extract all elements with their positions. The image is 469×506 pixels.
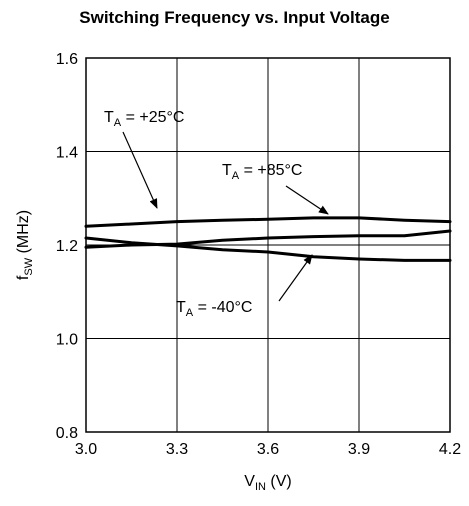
- x-tick-label: 4.2: [439, 441, 461, 458]
- x-axis-ticks: 3.0 3.3 3.6 3.9 4.2: [75, 441, 461, 458]
- series-line-2: [84, 236, 452, 262]
- x-axis-title: VIN (V): [244, 473, 291, 493]
- annotation-label: TA = +85°C: [222, 162, 302, 182]
- x-axis-title-unit: (V): [266, 473, 292, 490]
- y-axis-title: fSW (MHz): [15, 210, 35, 280]
- annotation-0: TA = +25°C: [104, 109, 184, 209]
- y-axis-title-main: f: [15, 275, 32, 280]
- y-tick-label: 1.0: [56, 332, 78, 349]
- x-tick-label: 3.6: [257, 441, 279, 458]
- annotation-rest: = +85°C: [239, 162, 302, 179]
- annotation-1: TA = +85°C: [222, 162, 329, 215]
- annotation-sub: A: [114, 117, 122, 129]
- annotation-2: TA = -40°C: [176, 254, 313, 319]
- chart-title: Switching Frequency vs. Input Voltage: [79, 8, 390, 27]
- annotation-main: T: [222, 162, 232, 179]
- annotation-arrow: [285, 185, 329, 215]
- y-tick-label: 0.8: [56, 425, 78, 442]
- annotation-label: TA = -40°C: [176, 299, 252, 319]
- x-tick-label: 3.0: [75, 441, 97, 458]
- x-tick-label: 3.3: [166, 441, 188, 458]
- y-tick-label: 1.4: [56, 145, 78, 162]
- annotation-arrow: [122, 131, 158, 209]
- annotation-main: T: [176, 299, 186, 316]
- y-axis-title-sub: SW: [23, 257, 35, 275]
- y-axis-ticks: 0.8 1.0 1.2 1.4 1.6: [56, 51, 78, 442]
- annotation-sub: A: [186, 307, 194, 319]
- annotation-main: T: [104, 109, 114, 126]
- x-tick-label: 3.9: [348, 441, 370, 458]
- y-axis-title-unit: (MHz): [15, 210, 32, 258]
- series-lines: [84, 216, 452, 262]
- annotation-label: TA = +25°C: [104, 109, 184, 129]
- annotation-rest: = +25°C: [121, 109, 184, 126]
- annotation-rest: = -40°C: [193, 299, 252, 316]
- x-axis-title-main: V: [244, 473, 255, 490]
- annotations: TA = +25°CTA = +85°CTA = -40°C: [104, 109, 329, 319]
- x-axis-title-sub: IN: [255, 481, 266, 493]
- series-line-0: [84, 216, 452, 228]
- annotation-arrow: [278, 254, 313, 302]
- plot-frame: [85, 57, 451, 433]
- y-tick-label: 1.2: [56, 238, 78, 255]
- y-tick-label: 1.6: [56, 51, 78, 68]
- annotation-sub: A: [232, 170, 240, 182]
